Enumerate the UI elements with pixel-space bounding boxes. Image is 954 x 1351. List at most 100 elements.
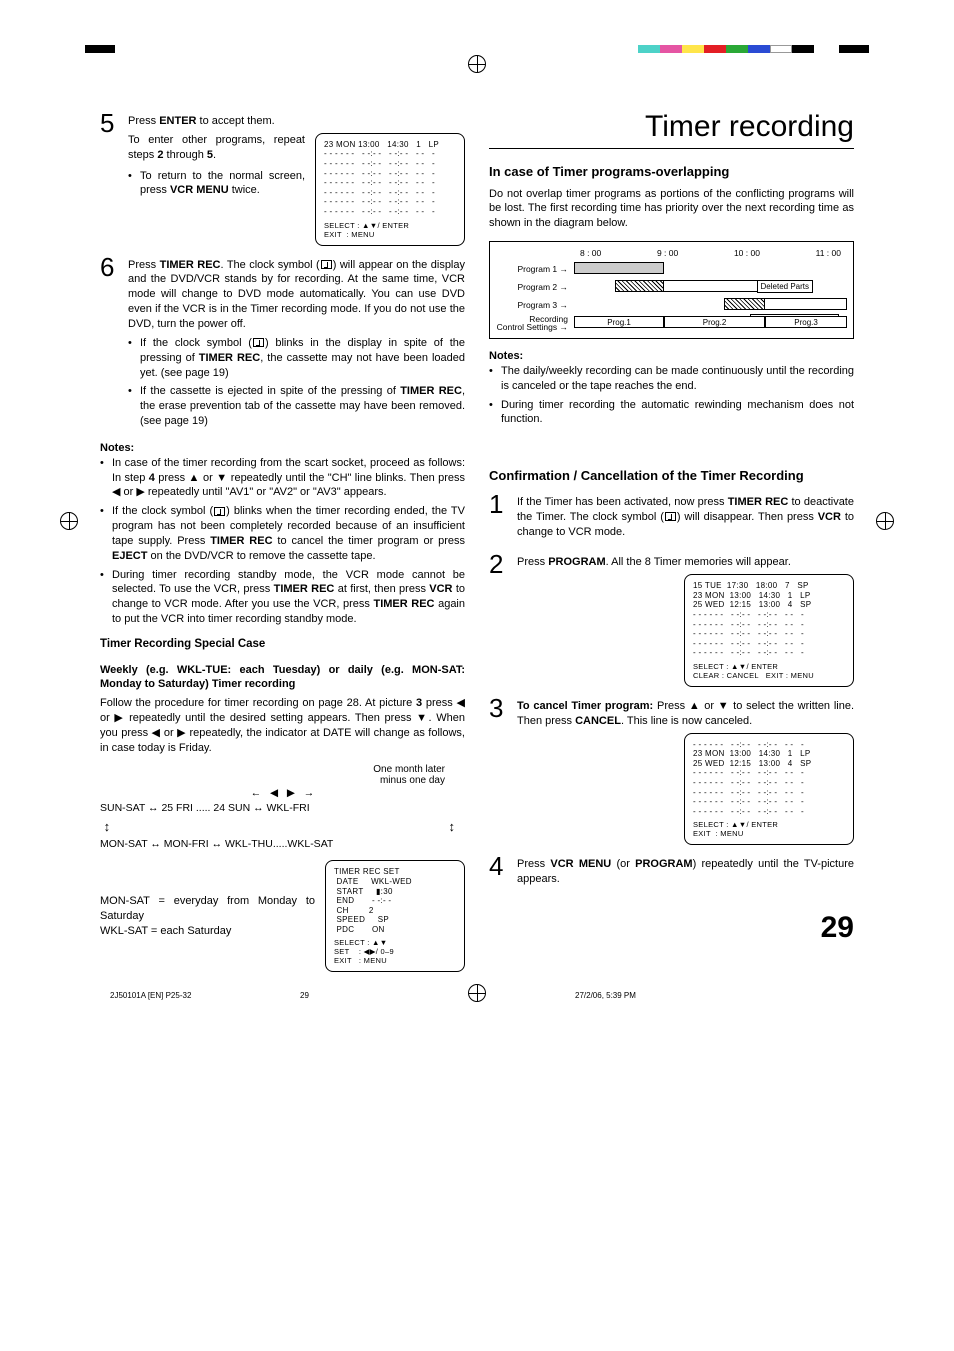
special-case-heading: Timer Recording Special Case [100, 637, 465, 653]
note-item: During timer recording the automatic rew… [489, 398, 854, 428]
osd-row: - - - - - - - -:- - - -:- - - - - [693, 768, 845, 778]
footer-timestamp: 27/2/06, 5:39 PM [575, 991, 636, 1000]
time-label: 11 : 00 [816, 248, 841, 258]
page-title: Timer recording [489, 110, 854, 149]
clock-icon [665, 512, 676, 521]
osd-screen-4: - - - - - - - -:- - - -:- - - - - 23 MON… [684, 733, 854, 846]
step-number: 2 [489, 551, 517, 577]
time-label: 9 : 00 [657, 248, 678, 258]
weekly-para: Follow the procedure for timer recording… [100, 696, 465, 755]
crop-mark [839, 45, 869, 53]
osd-row: SPEED SP [334, 915, 456, 925]
prog-label: Prog.3 [765, 316, 847, 328]
row-label: Program 3 [517, 300, 557, 310]
step-1: 1 If the Timer has been activated, now p… [489, 491, 854, 544]
overlap-heading: In case of Timer programs-overlapping [489, 163, 854, 181]
osd-row: START ▮:30 [334, 887, 456, 897]
notes-heading: Notes: [489, 349, 854, 364]
date-cycle-diagram: One month later minus one day ← ◀ ▶ → SU… [100, 764, 465, 853]
legend-text: MON-SAT = everyday from Monday to Saturd… [100, 894, 315, 924]
step-text: Press TIMER REC. The clock symbol () wil… [128, 258, 465, 332]
step-bullet: If the cassette is ejected in spite of t… [128, 384, 465, 429]
registration-mark-icon [468, 55, 486, 73]
osd-row: - - - - - - - -:- - - -:- - - - - [693, 610, 845, 620]
deleted-label: Deleted Parts [757, 280, 813, 293]
page-number: 29 [489, 911, 854, 945]
osd-screen-1: 23 MON 13:00 14:30 1 LP - - - - - - - -:… [315, 133, 465, 246]
step-text: Press PROGRAM. All the 8 Timer memories … [517, 555, 854, 570]
step-bullet: To return to the normal screen, press VC… [128, 169, 305, 199]
note-item: If the clock symbol () blinks when the t… [100, 504, 465, 563]
osd-row: END - -:- - [334, 896, 456, 906]
osd-row: - - - - - - - -:- - - -:- - - - - [324, 207, 456, 217]
step-para: To enter other programs, repeat steps 2 … [128, 133, 305, 163]
step-number: 1 [489, 491, 517, 517]
step-number: 4 [489, 853, 517, 879]
osd-footer: SELECT : ▲▼/ ENTER CLEAR : CANCEL EXIT :… [693, 662, 845, 680]
confirm-heading: Confirmation / Cancellation of the Timer… [489, 467, 854, 485]
osd-row: 23 MON 13:00 14:30 1 LP [693, 591, 845, 601]
step-number: 3 [489, 695, 517, 721]
osd-screen-3: 15 TUE 17:30 18:00 7 SP 23 MON 13:00 14:… [684, 574, 854, 687]
osd-row: - - - - - - - -:- - - -:- - - - - [693, 797, 845, 807]
diagram-line: MON-SAT ↔ MON-FRI ↔ WKL-THU.....WKL-SAT [100, 837, 465, 853]
osd-row: 23 MON 13:00 14:30 1 LP [324, 140, 456, 150]
note-item: In case of the timer recording from the … [100, 456, 465, 501]
time-label: 8 : 00 [580, 248, 601, 258]
osd-row: - - - - - - - -:- - - -:- - - - - [324, 149, 456, 159]
osd-row: DATE WKL-WED [334, 877, 456, 887]
step-3: 3 To cancel Timer program: Press ▲ or ▼ … [489, 695, 854, 845]
clock-icon [253, 338, 264, 347]
diagram-note: minus one day [380, 775, 445, 786]
osd-footer: SELECT : ▲▼ SET : ◀▶/ 0–9 EXIT : MENU [334, 938, 456, 965]
step-number: 5 [100, 110, 128, 136]
osd-row: CH 2 [334, 906, 456, 916]
prog-label: Prog.2 [664, 316, 765, 328]
osd-row: - - - - - - - -:- - - -:- - - - - [324, 188, 456, 198]
row-label: Program 1 [517, 264, 557, 274]
note-item: During timer recording standby mode, the… [100, 568, 465, 627]
footer-filename: 2J50101A [EN] P25-32 [110, 991, 191, 1000]
prog-label: Prog.1 [574, 316, 664, 328]
osd-row: - - - - - - - -:- - - -:- - - - - [693, 788, 845, 798]
osd-row: 25 WED 12:15 13:00 4 SP [693, 600, 845, 610]
row-label: Program 2 [517, 282, 557, 292]
step-text: If the Timer has been activated, now pre… [517, 495, 854, 540]
osd-row: PDC ON [334, 925, 456, 935]
step-5: 5 Press ENTER to accept them. To enter o… [100, 110, 465, 246]
osd-row: - - - - - - - -:- - - -:- - - - - [693, 629, 845, 639]
registration-mark-icon [468, 984, 486, 1002]
osd-row: 15 TUE 17:30 18:00 7 SP [693, 581, 845, 591]
time-label: 10 : 00 [734, 248, 760, 258]
step-text: To cancel Timer program: Press ▲ or ▼ to… [517, 699, 854, 729]
overlap-para: Do not overlap timer programs as portion… [489, 187, 854, 232]
crop-mark [85, 45, 115, 53]
step-6: 6 Press TIMER REC. The clock symbol () w… [100, 254, 465, 433]
diagram-line: SUN-SAT ↔ 25 FRI ..... 24 SUN ↔ WKL-FRI [100, 801, 465, 817]
osd-row: TIMER REC SET [334, 867, 456, 877]
osd-row: - - - - - - - -:- - - -:- - - - - [324, 159, 456, 169]
osd-row: - - - - - - - -:- - - -:- - - - - [324, 197, 456, 207]
osd-row: - - - - - - - -:- - - -:- - - - - [693, 620, 845, 630]
step-4: 4 Press VCR MENU (or PROGRAM) repeatedly… [489, 853, 854, 891]
step-2: 2 Press PROGRAM. All the 8 Timer memorie… [489, 551, 854, 687]
osd-row: 25 WED 12:15 13:00 4 SP [693, 759, 845, 769]
step-text: Press ENTER to accept them. [128, 114, 465, 129]
registration-mark-icon [60, 512, 78, 530]
legend-text: WKL-SAT = each Saturday [100, 924, 315, 939]
weekly-heading: Weekly (e.g. WKL-TUE: each Tuesday) or d… [100, 663, 465, 693]
notes-heading: Notes: [100, 441, 465, 456]
step-bullet: If the clock symbol () blinks in the dis… [128, 336, 465, 381]
osd-row: - - - - - - - -:- - - -:- - - - - [324, 169, 456, 179]
step-text: Press VCR MENU (or PROGRAM) repeatedly u… [517, 857, 854, 887]
osd-row: - - - - - - - -:- - - -:- - - - - [693, 807, 845, 817]
registration-mark-icon [876, 512, 894, 530]
notes-list: In case of the timer recording from the … [100, 456, 465, 627]
timeline-diagram: 8 : 00 9 : 00 10 : 00 11 : 00 Program 1 … [489, 241, 854, 339]
osd-row: - - - - - - - -:- - - -:- - - - - [324, 178, 456, 188]
osd-row: - - - - - - - -:- - - -:- - - - - [693, 740, 845, 750]
osd-row: 23 MON 13:00 14:30 1 LP [693, 749, 845, 759]
diagram-note: One month later [373, 764, 445, 775]
step-number: 6 [100, 254, 128, 280]
osd-row: - - - - - - - -:- - - -:- - - - - [693, 648, 845, 658]
